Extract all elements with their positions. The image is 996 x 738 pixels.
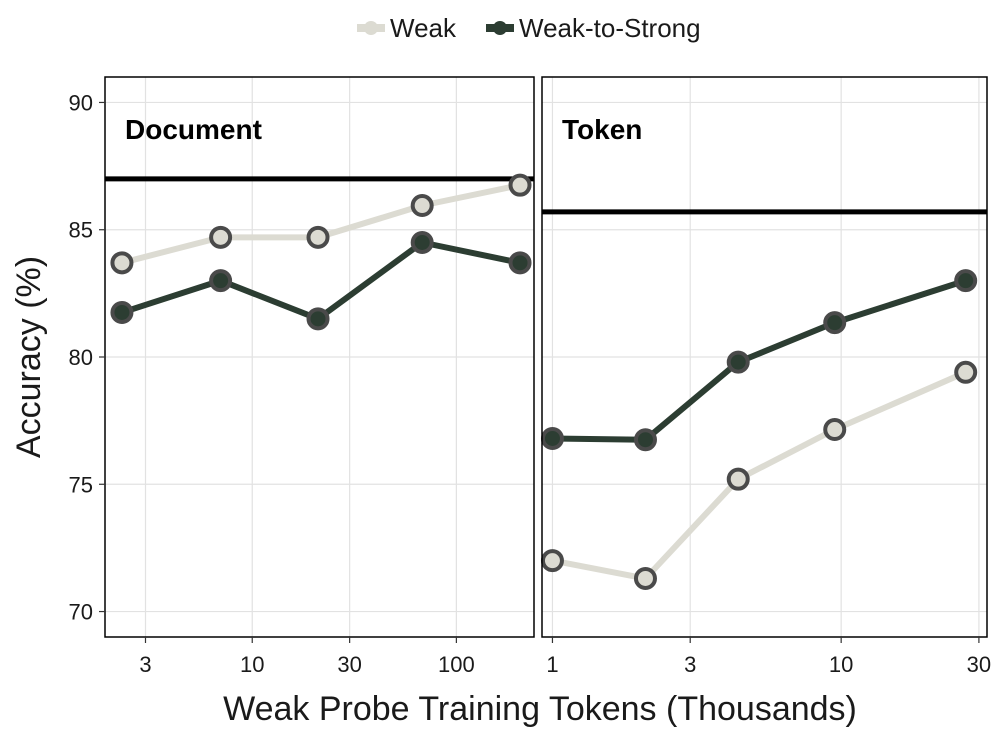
- x-tick-label: 10: [829, 652, 853, 677]
- x-tick-label: 3: [139, 652, 151, 677]
- x-axis-title: Weak Probe Training Tokens (Thousands): [223, 690, 857, 728]
- data-point-weak[interactable]: [823, 418, 847, 442]
- data-point-weak[interactable]: [540, 549, 564, 573]
- legend-item-weak[interactable]: Weak: [357, 13, 457, 43]
- y-tick-label: 85: [69, 218, 93, 243]
- data-point-weak[interactable]: [306, 225, 330, 249]
- facet-title: Token: [562, 114, 642, 145]
- data-point-weak[interactable]: [508, 173, 532, 197]
- y-axis-title: Accuracy (%): [10, 256, 48, 458]
- data-point-weak[interactable]: [209, 225, 233, 249]
- legend-weak-label: Weak: [390, 13, 457, 43]
- x-tick-label: 10: [240, 652, 264, 677]
- data-point-weak[interactable]: [410, 194, 434, 218]
- y-tick-label: 80: [69, 345, 93, 370]
- data-point-weak[interactable]: [954, 360, 978, 384]
- y-tick-label: 70: [69, 600, 93, 625]
- legend-weak-marker: [364, 21, 378, 35]
- x-tick-label: 1: [546, 652, 558, 677]
- panel-frame: [541, 76, 988, 638]
- legend-weak-to-strong-label: Weak-to-Strong: [519, 13, 701, 43]
- data-point-weak-to-strong[interactable]: [954, 269, 978, 293]
- data-point-weak[interactable]: [110, 251, 134, 275]
- data-point-weak-to-strong[interactable]: [209, 269, 233, 293]
- data-point-weak-to-strong[interactable]: [410, 230, 434, 254]
- data-point-weak-to-strong[interactable]: [110, 300, 134, 324]
- data-point-weak-to-strong[interactable]: [823, 311, 847, 335]
- y-tick-label: 90: [69, 90, 93, 115]
- legend-item-weak-to-strong[interactable]: Weak-to-Strong: [486, 13, 701, 43]
- x-tick-label: 3: [684, 652, 696, 677]
- data-point-weak-to-strong[interactable]: [726, 350, 750, 374]
- x-tick-label: 100: [438, 652, 475, 677]
- legend-weak-to-strong-marker: [493, 21, 507, 35]
- data-point-weak[interactable]: [633, 566, 657, 590]
- legend: Weak Weak-to-Strong: [357, 13, 701, 43]
- facet-title: Document: [125, 114, 262, 145]
- panel-document: Document 3 10 30 100 70 75 80 85 90: [69, 76, 535, 677]
- data-point-weak[interactable]: [726, 467, 750, 491]
- x-tick-label: 30: [967, 652, 991, 677]
- x-tick-label: 30: [337, 652, 361, 677]
- y-tick-label: 75: [69, 472, 93, 497]
- data-point-weak-to-strong[interactable]: [633, 428, 657, 452]
- data-point-weak-to-strong[interactable]: [306, 307, 330, 331]
- data-point-weak-to-strong[interactable]: [508, 251, 532, 275]
- data-point-weak-to-strong[interactable]: [540, 426, 564, 450]
- panel-token: Token 1 3 10 30: [540, 76, 991, 677]
